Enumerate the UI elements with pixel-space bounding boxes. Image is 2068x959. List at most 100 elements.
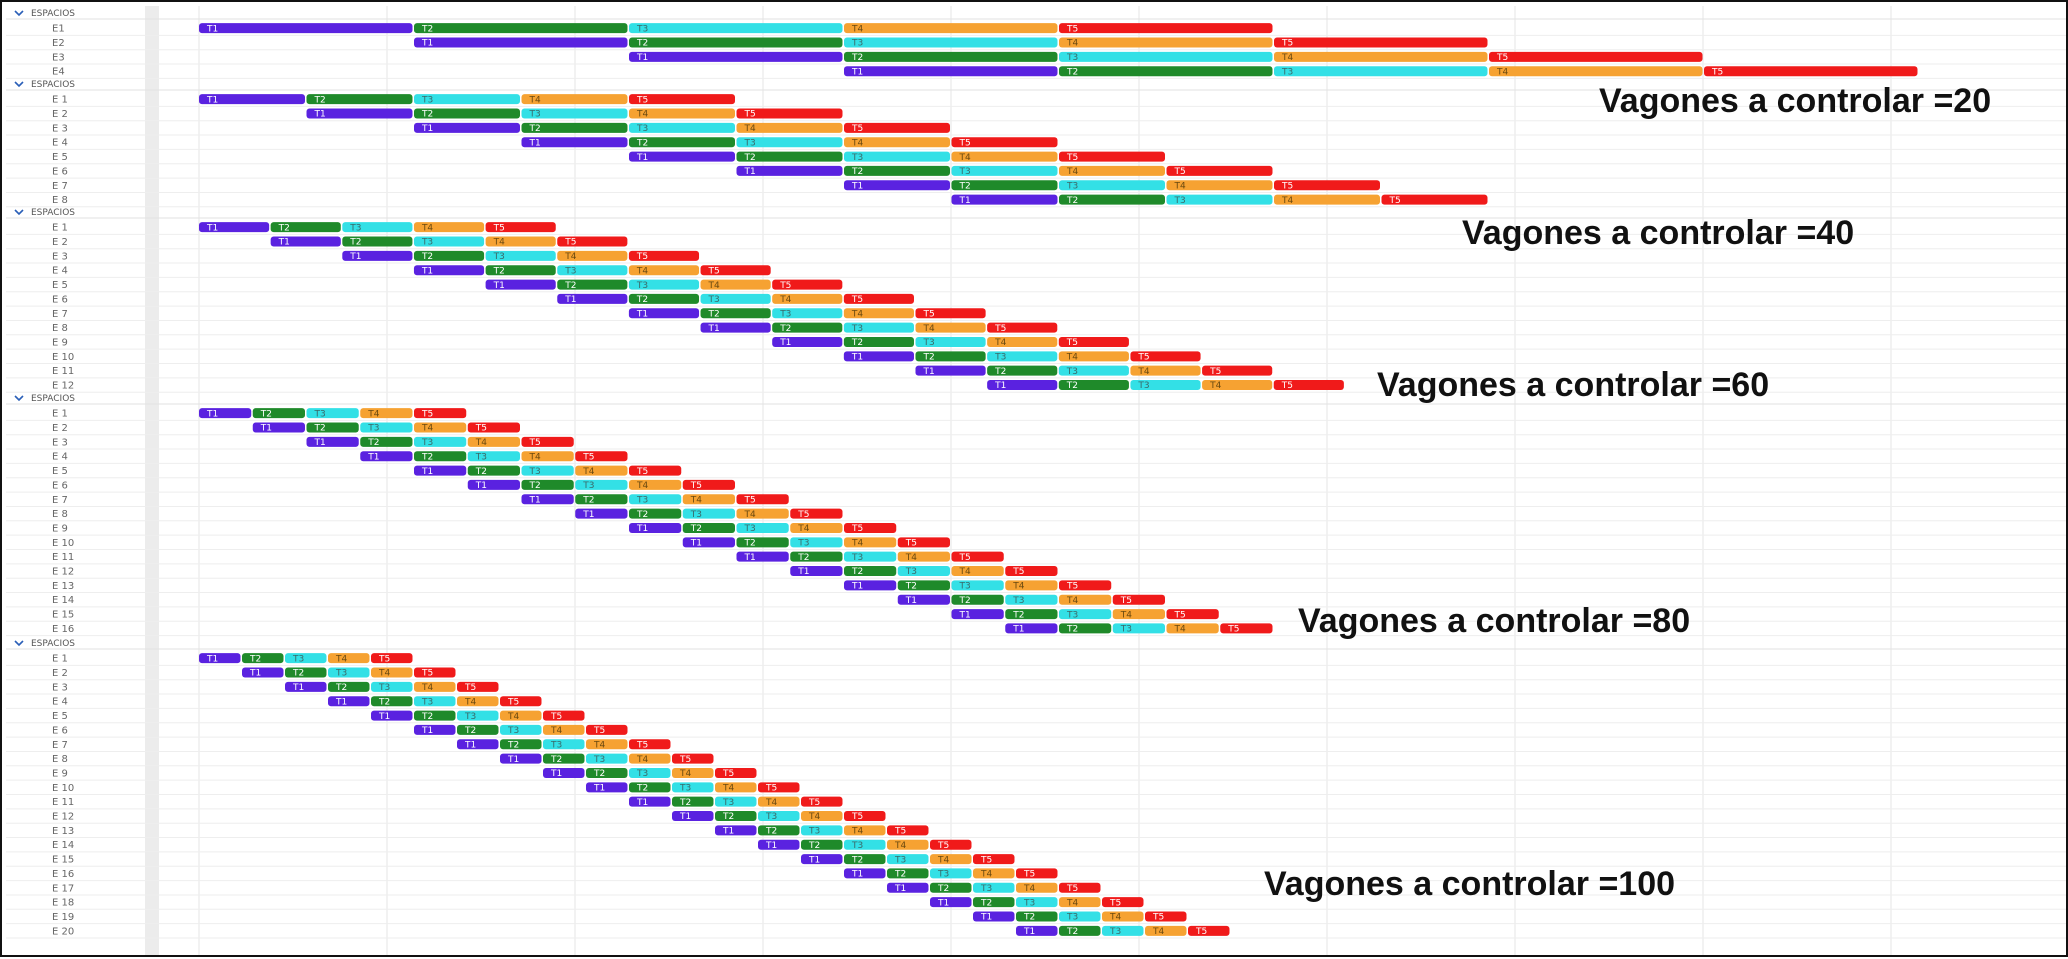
bar-t2 bbox=[457, 724, 499, 735]
bar-t3 bbox=[1016, 897, 1058, 908]
bar-t1 bbox=[844, 180, 950, 191]
bar-t5 bbox=[772, 279, 843, 290]
bar-label: T2 bbox=[690, 524, 702, 534]
row-label: E 17 bbox=[52, 883, 74, 894]
chevron-down-icon bbox=[14, 209, 24, 216]
bar-t1 bbox=[485, 279, 556, 290]
bar-label: T3 bbox=[593, 755, 605, 765]
bar-label: T5 bbox=[1109, 898, 1121, 908]
bar-label: T1 bbox=[260, 424, 272, 434]
bar-label: T1 bbox=[529, 138, 541, 148]
bar-t5 bbox=[844, 122, 950, 133]
bar-t1 bbox=[414, 724, 456, 735]
row-label: E 4 bbox=[52, 266, 68, 277]
bar-t3 bbox=[930, 868, 972, 879]
bar-label: T1 bbox=[349, 252, 361, 262]
bar-label: T2 bbox=[937, 884, 949, 894]
bar-t1 bbox=[199, 222, 270, 233]
bar-label: T2 bbox=[980, 898, 992, 908]
bar-label: T5 bbox=[507, 697, 519, 707]
bar-t4 bbox=[500, 710, 542, 721]
bar-t1 bbox=[844, 580, 897, 591]
bar-label: T3 bbox=[905, 567, 917, 577]
bar-label: T2 bbox=[894, 870, 906, 880]
bar-label: T1 bbox=[959, 196, 971, 206]
row-label: E 2 bbox=[52, 237, 68, 248]
bar-t5 bbox=[844, 811, 886, 822]
row-label: E 6 bbox=[52, 480, 68, 491]
bar-t2 bbox=[887, 868, 929, 879]
bar-label: T3 bbox=[690, 510, 702, 520]
bar-label: T5 bbox=[744, 110, 756, 120]
bar-t3 bbox=[844, 151, 950, 162]
bar-label: T5 bbox=[636, 95, 648, 105]
bar-t4 bbox=[360, 408, 413, 419]
bar-label: T5 bbox=[744, 495, 756, 505]
bar-t2 bbox=[521, 479, 574, 490]
bar-t5 bbox=[1102, 897, 1144, 908]
bar-t2 bbox=[629, 782, 671, 793]
row-label: E 1 bbox=[52, 223, 68, 234]
bar-label: T1 bbox=[679, 812, 691, 822]
bar-t4 bbox=[844, 137, 950, 148]
bar-label: T5 bbox=[1281, 39, 1293, 49]
bar-t4 bbox=[1058, 351, 1129, 362]
bar-t1 bbox=[758, 839, 800, 850]
bar-t2 bbox=[1059, 925, 1101, 936]
bar-t1 bbox=[199, 94, 305, 105]
bar-label: T3 bbox=[851, 553, 863, 563]
bar-label: T1 bbox=[922, 367, 934, 377]
bar-label: T4 bbox=[335, 654, 347, 664]
bar-t4 bbox=[844, 23, 1058, 34]
bar-label: T3 bbox=[922, 338, 934, 348]
bar-t3 bbox=[973, 882, 1015, 893]
bar-label: T1 bbox=[206, 654, 218, 664]
bar-t4 bbox=[736, 122, 843, 133]
bar-t4 bbox=[1059, 37, 1273, 48]
row-label: E 2 bbox=[52, 109, 68, 120]
bar-t4 bbox=[887, 839, 929, 850]
bar-t3 bbox=[1130, 380, 1201, 391]
bar-label: T5 bbox=[550, 712, 562, 722]
bar-t1 bbox=[371, 710, 413, 721]
bar-label: T2 bbox=[994, 367, 1006, 377]
bar-label: T1 bbox=[421, 39, 433, 49]
bar-label: T1 bbox=[779, 338, 791, 348]
bar-t3 bbox=[485, 250, 556, 261]
bar-t1 bbox=[736, 551, 789, 562]
bar-t5 bbox=[715, 767, 757, 778]
bar-t2 bbox=[772, 322, 843, 333]
row-label: E 10 bbox=[52, 538, 74, 549]
bar-label: T3 bbox=[314, 409, 326, 419]
bar-t2 bbox=[575, 494, 628, 505]
bar-t4 bbox=[1202, 380, 1273, 391]
bar-label: T4 bbox=[421, 223, 433, 233]
bar-label: T1 bbox=[206, 409, 218, 419]
bar-label: T4 bbox=[507, 712, 519, 722]
bar-t3 bbox=[1102, 925, 1144, 936]
bar-t1 bbox=[887, 882, 929, 893]
bar-label: T5 bbox=[851, 295, 863, 305]
row-label: E 2 bbox=[52, 668, 68, 679]
bar-label: T1 bbox=[808, 855, 820, 865]
row-label: E 5 bbox=[52, 280, 68, 291]
bar-label: T4 bbox=[851, 138, 863, 148]
bar-t1 bbox=[413, 265, 485, 276]
bar-t2 bbox=[844, 51, 1058, 62]
row-label: E 12 bbox=[52, 381, 74, 392]
bar-t2 bbox=[252, 408, 305, 419]
bar-t1 bbox=[951, 609, 1004, 620]
bar-label: T3 bbox=[722, 798, 734, 808]
bar-label: T2 bbox=[636, 138, 648, 148]
bar-t4 bbox=[575, 465, 628, 476]
bar-label: T3 bbox=[636, 124, 648, 134]
bar-t3 bbox=[457, 710, 499, 721]
bar-label: T3 bbox=[679, 784, 691, 794]
bar-label: T2 bbox=[1066, 927, 1078, 937]
bar-t3 bbox=[1059, 180, 1165, 191]
annotation: Vagones a controlar =40 bbox=[1462, 214, 1854, 252]
bar-t5 bbox=[1016, 868, 1058, 879]
bar-t4 bbox=[973, 868, 1015, 879]
bar-label: T5 bbox=[1195, 927, 1207, 937]
